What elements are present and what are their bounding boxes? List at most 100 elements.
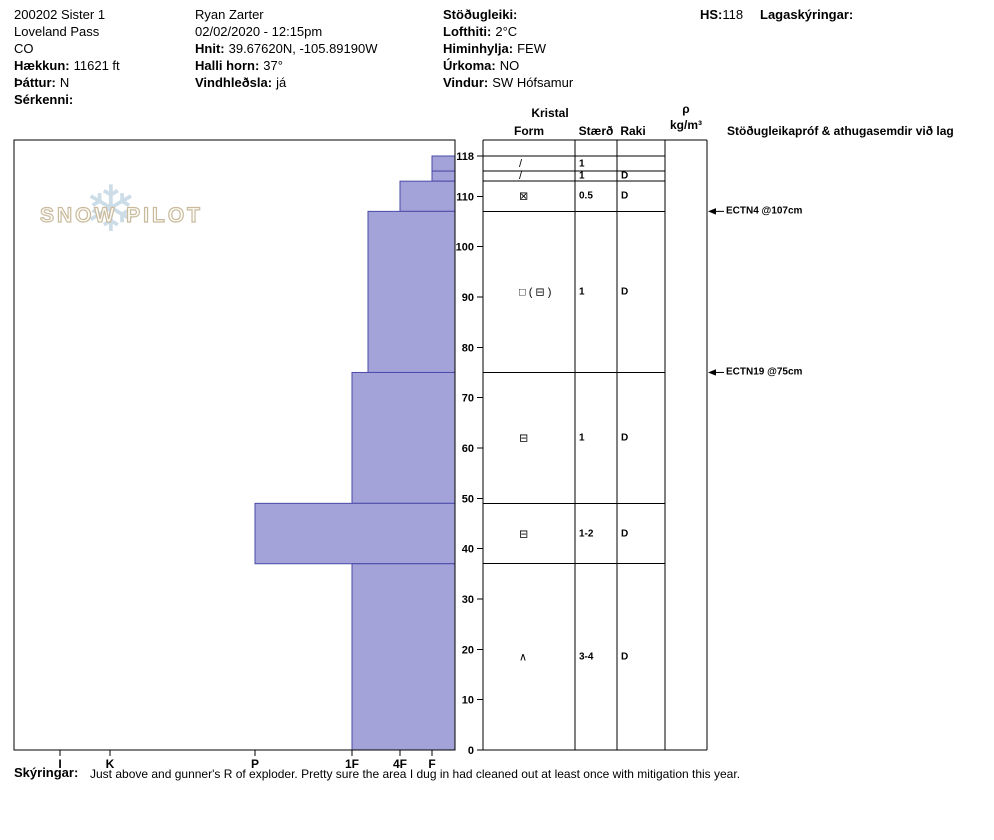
grain-form-symbol: / — [519, 157, 523, 170]
windloading-value: já — [276, 75, 287, 90]
grain-size-value: 3-4 — [579, 651, 594, 663]
hardness-tick-label: 4F — [393, 757, 407, 771]
depth-tick-label: 60 — [462, 443, 474, 455]
depth-tick-label: 10 — [462, 695, 474, 707]
layer-hardness-bar — [431, 170, 456, 182]
layer-hardness-bar — [399, 180, 456, 212]
density-header-units: kg/m³ — [669, 118, 703, 132]
hardness-tick-label: 1F — [345, 757, 359, 771]
grain-size-value: 1 — [579, 170, 585, 182]
wind-label: Vindur: — [443, 75, 489, 90]
airtemp-value: 2°C — [495, 24, 518, 39]
aspect-line: Þáttur: N — [14, 74, 69, 91]
coordinates-label: Hnit: — [195, 41, 225, 56]
coordinates-value: 39.67620N, -105.89190W — [228, 41, 378, 56]
grain-size-value: 1 — [579, 286, 585, 298]
depth-tick-label: 110 — [456, 191, 474, 203]
snow-height-line: HS:118 — [700, 6, 743, 23]
aspect-value: N — [59, 75, 70, 90]
depth-tick-label: 30 — [462, 594, 474, 606]
crystal-group-header: Kristal — [531, 106, 569, 120]
grain-moisture-value: D — [621, 528, 629, 540]
aspect-label: Þáttur: — [14, 75, 56, 90]
windloading-label: Vindhleðsla: — [195, 75, 273, 90]
pit-name: 200202 Sister 1 — [14, 7, 106, 22]
precip-line: Úrkoma: NO — [443, 57, 519, 74]
grain-size-value: 0.5 — [579, 190, 593, 202]
snowpilot-logo: ❄ SNOW PILOT — [38, 173, 218, 260]
stability-test-annotation: ECTN19 @75cm — [726, 366, 803, 378]
depth-tick-label: 80 — [462, 342, 474, 354]
precip-value: NO — [499, 58, 520, 73]
snowflake-icon: ❄ — [84, 173, 138, 245]
slope-angle-value: 37° — [263, 58, 283, 73]
elevation-line: Hækkun: 11621 ft — [14, 57, 120, 74]
grain-size-value: 1 — [579, 158, 585, 170]
hardness-tick-label: K — [106, 757, 115, 771]
grain-moisture-value: D — [621, 651, 629, 663]
depth-tick-label: 0 — [468, 745, 474, 757]
grain-form-symbol: □ ( ⊟ ) — [519, 286, 552, 299]
windloading-line: Vindhleðsla: já — [195, 74, 286, 91]
layer-hardness-bar — [351, 371, 456, 504]
test-arrow-head — [708, 369, 716, 376]
depth-tick-label: 50 — [462, 493, 474, 505]
airtemp-label: Lofthiti: — [443, 24, 492, 39]
layer-notes-label: Lagaskýringar: — [760, 7, 854, 22]
hardness-tick-label: P — [251, 757, 259, 771]
stability-tests-header: Stöðugleikapróf & athugasemdir við lag — [727, 124, 954, 138]
slope-angle-line: Halli horn: 37° — [195, 57, 283, 74]
layer-hardness-bar — [254, 502, 456, 565]
depth-tick-label: 20 — [462, 644, 474, 656]
comments-label: Skýringar: — [14, 765, 79, 780]
elevation-value: 11621 ft — [73, 58, 120, 73]
wind-line: Vindur: SW Hófsamur — [443, 74, 573, 91]
snow-height-label: HS: — [700, 7, 723, 22]
grain-moisture-value: D — [621, 286, 629, 298]
slope-angle-label: Halli horn: — [195, 58, 260, 73]
grain-moisture-value: D — [621, 432, 629, 444]
sky-cover-line: Himinhylja: FEW — [443, 40, 546, 57]
stability-label: Stöðugleiki: — [443, 7, 518, 22]
depth-tick-label: 40 — [462, 544, 474, 556]
grain-form-symbol: ⊟ — [519, 528, 529, 541]
sky-cover-value: FEW — [517, 41, 546, 56]
elevation-label: Hækkun: — [14, 58, 70, 73]
column-header-form: Form — [514, 124, 544, 138]
grain-form-symbol: ∧ — [519, 651, 528, 664]
depth-tick-label: 70 — [462, 393, 474, 405]
coordinates-line: Hnit: 39.67620N, -105.89190W — [195, 40, 378, 57]
layer-hardness-bar — [367, 210, 456, 373]
layer-hardness-bar — [351, 563, 456, 751]
wind-value: SW Hófsamur — [492, 75, 574, 90]
special-label: Sérkenni: — [14, 92, 74, 107]
comments-text: Just above and gunner's R of exploder. P… — [90, 767, 741, 781]
observer-name: Ryan Zarter — [195, 7, 264, 22]
column-header-size: Stærð — [578, 124, 614, 138]
density-header-rho: ρ — [682, 102, 690, 116]
grain-moisture-value: D — [621, 170, 629, 182]
stability-test-annotation: ECTN4 @107cm — [726, 205, 803, 217]
column-header-moisture: Raki — [620, 124, 646, 138]
precip-label: Úrkoma: — [443, 58, 496, 73]
test-arrow-head — [708, 208, 716, 215]
special-line: Sérkenni: — [14, 91, 73, 108]
layer-notes-line: Lagaskýringar: — [760, 6, 853, 23]
hardness-tick-label: F — [428, 757, 435, 771]
plot-frame — [13, 139, 456, 751]
pit-state: CO — [14, 41, 34, 56]
grain-form-symbol: ⊠ — [519, 190, 529, 203]
grain-form-symbol: / — [519, 170, 523, 183]
observation-datetime: 02/02/2020 - 12:15pm — [195, 24, 323, 39]
stability-line: Stöðugleiki: — [443, 6, 517, 23]
snowpilot-logo-text: SNOW PILOT — [39, 203, 203, 227]
grain-moisture-value: D — [621, 190, 629, 202]
depth-tick-label: 118 — [456, 151, 474, 163]
depth-tick-label: 100 — [456, 242, 474, 254]
pit-location: Loveland Pass — [14, 24, 100, 39]
hardness-tick-label: I — [58, 757, 61, 771]
snow-height-value: 118 — [722, 7, 744, 22]
airtemp-line: Lofthiti: 2°C — [443, 23, 517, 40]
